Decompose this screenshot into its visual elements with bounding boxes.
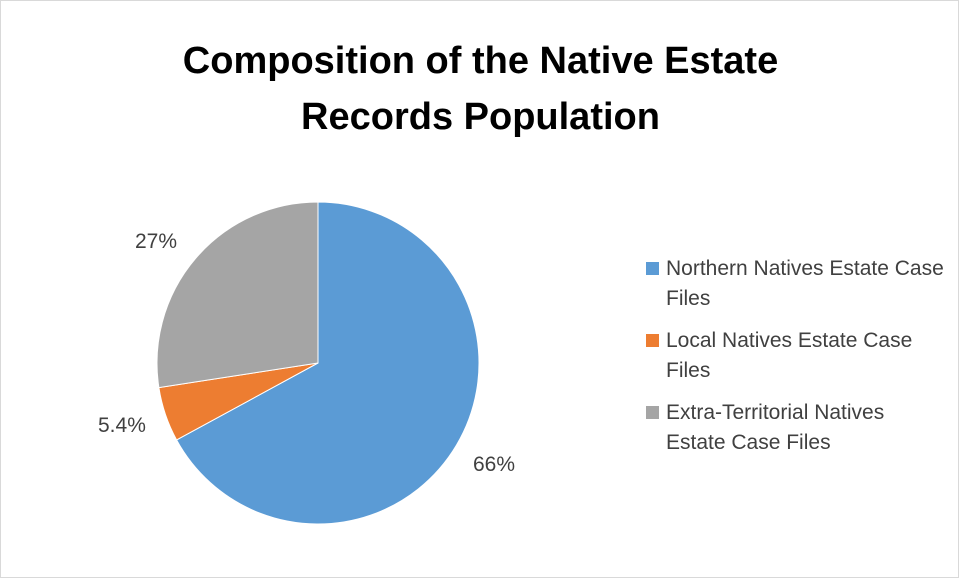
legend-item-northern: Northern Natives Estate Case Files <box>646 254 946 314</box>
chart-title: Composition of the Native Estate Records… <box>1 33 959 145</box>
legend-swatch-northern <box>646 262 659 275</box>
chart-title-line-2: Records Population <box>301 96 660 138</box>
legend-swatch-local <box>646 334 659 347</box>
legend-label-northern: Northern Natives Estate Case Files <box>666 257 944 310</box>
chart-title-line-1: Composition of the Native Estate <box>182 40 779 82</box>
pie-slice-extra-territorial <box>156 201 319 389</box>
data-label-northern: 66% <box>473 453 516 476</box>
legend-swatch-extra-territorial <box>646 406 659 419</box>
data-label-extra-territorial: 27% <box>135 230 178 253</box>
data-label-local: 5.4% <box>98 414 146 437</box>
legend-label-extra-territorial: Extra-Territorial Natives Estate Case Fi… <box>666 401 885 454</box>
chart-legend: Northern Natives Estate Case Files Local… <box>646 254 946 470</box>
pie-slice-northern <box>175 201 480 525</box>
legend-item-extra-territorial: Extra-Territorial Natives Estate Case Fi… <box>646 398 946 458</box>
legend-label-local: Local Natives Estate Case Files <box>666 329 913 382</box>
legend-item-local: Local Natives Estate Case Files <box>646 326 946 386</box>
